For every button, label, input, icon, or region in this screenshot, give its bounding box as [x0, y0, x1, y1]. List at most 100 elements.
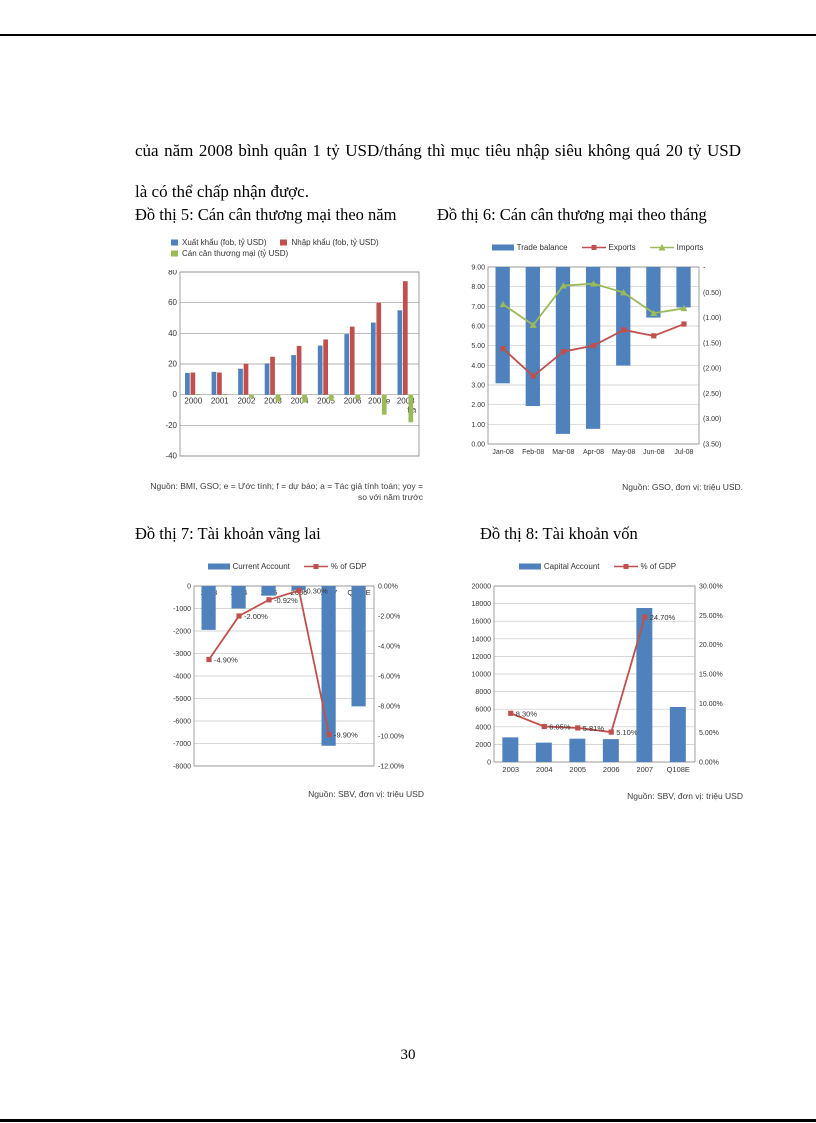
x-axis-label: Jun-08	[643, 449, 665, 456]
x-axis-label: 2004	[291, 397, 309, 406]
figure-title-6: Đồ thị 6: Cán cân thương mại theo tháng	[437, 205, 707, 224]
x-axis-label: 2001	[211, 397, 229, 406]
left-axis-tick-label: -7000	[173, 741, 191, 748]
bar-xu-t-kh-u-fob-t-usd-	[211, 371, 217, 395]
bar-c-n-c-n-th-ng-m-i-t-usd-	[196, 394, 201, 395]
bar-capital-account	[602, 739, 619, 762]
right-axis-tick-label: 30.00%	[699, 584, 723, 591]
legend-item-0: Xuất khẩu (fob, tỷ USD)	[171, 238, 266, 247]
x-axis-label: 2006	[603, 765, 620, 774]
bar-nh-p-kh-u-fob-t-usd-	[402, 281, 408, 395]
body-paragraph-line-2: là có thể chấp nhận được.	[135, 182, 309, 201]
point-label: -0.30%	[304, 587, 328, 596]
legend-label: Exports	[608, 243, 636, 252]
bar-capital-account	[669, 707, 686, 762]
legend-line-swatch-icon	[613, 564, 638, 569]
bar-current-account	[351, 586, 366, 707]
right-axis-tick-label: (2.50)	[703, 391, 721, 398]
x-axis-label: Jul-08	[674, 449, 693, 456]
line-marker	[266, 597, 272, 603]
source-note: Nguồn: SBV, đơn vị: triệu USD	[627, 791, 743, 801]
line-marker	[296, 587, 302, 594]
right-axis-tick-label: (3.50)	[703, 442, 721, 449]
left-axis-tick-label: -6000	[173, 719, 191, 726]
left-axis-tick-label: 6.00	[471, 324, 485, 331]
line-marker	[236, 613, 242, 619]
legend-label: Trade balance	[516, 243, 568, 252]
line-marker	[560, 348, 566, 355]
body-paragraph-line-1: của năm 2008 bình quân 1 tỷ USD/tháng th…	[135, 141, 741, 160]
right-axis-tick-label: -6.00%	[378, 674, 400, 681]
x-axis-label: May-08	[612, 449, 635, 456]
x-axis-label: 2002	[237, 397, 255, 406]
left-axis-tick-label: 6000	[475, 707, 491, 714]
x-axis-label: 2004	[536, 765, 553, 774]
legend-bar-swatch-icon	[171, 250, 178, 257]
bar-xu-t-kh-u-fob-t-usd-	[397, 310, 403, 395]
left-axis-tick-label: 60	[168, 298, 177, 307]
legend-label: Current Account	[232, 562, 290, 571]
point-label: 5.81%	[583, 724, 605, 733]
header-rule	[0, 34, 816, 36]
legend-swatch	[207, 563, 230, 570]
legend: Xuất khẩu (fob, tỷ USD) Nhập khẩu (fob, t…	[135, 238, 425, 258]
left-axis-tick-label: 0	[173, 390, 178, 399]
left-axis-tick-label: -20	[165, 421, 177, 430]
bar-current-account	[231, 586, 246, 609]
x-axis-label: 2008	[397, 397, 415, 406]
x-axis-label: 2007e	[368, 397, 391, 406]
plot-border	[179, 271, 420, 457]
figure-title-5: Đồ thị 5: Cán cân thương mại theo năm	[135, 205, 397, 224]
bar-current-account	[201, 586, 216, 630]
left-axis-tick-label: 0	[487, 760, 491, 767]
legend-label: Capital Account	[543, 562, 600, 571]
bar-c-n-c-n-th-ng-m-i-t-usd-	[249, 394, 254, 398]
bar-c-n-c-n-th-ng-m-i-t-usd-	[381, 394, 387, 415]
line-marker	[608, 729, 614, 735]
left-axis-tick-label: 9.00	[471, 265, 485, 272]
point-label: -9.90%	[334, 731, 358, 740]
left-axis-tick-label: 2.00	[471, 402, 485, 409]
right-axis-tick-label: 25.00%	[699, 613, 723, 620]
legend-label: Imports	[676, 243, 704, 252]
line-marker	[499, 300, 507, 308]
left-axis-tick-label: -1000	[173, 606, 191, 613]
left-axis-tick-label: 4000	[475, 724, 491, 731]
legend-item-1: Nhập khẩu (fob, tỷ USD)	[280, 238, 379, 247]
left-axis-tick-label: -3000	[173, 651, 191, 658]
legend-item-0: Trade balance	[491, 243, 568, 252]
bar-nh-p-kh-u-fob-t-usd-	[217, 372, 222, 395]
right-axis-tick-label: (3.00)	[703, 416, 721, 423]
plot-border	[493, 585, 696, 763]
x-axis-label: 2005	[569, 765, 586, 774]
left-axis-tick-label: -2000	[173, 629, 191, 636]
left-axis-tick-label: 8000	[475, 689, 491, 696]
left-axis-tick-label: 10000	[472, 672, 492, 679]
point-label: 6.05%	[549, 723, 571, 732]
legend-item-0: Capital Account	[518, 562, 600, 571]
bar-c-n-c-n-th-ng-m-i-t-usd-	[275, 394, 281, 402]
left-axis-tick-label: -8000	[173, 764, 191, 771]
line-marker	[541, 723, 547, 730]
line-marker	[620, 289, 628, 296]
legend-swatch-marker	[623, 564, 628, 569]
right-axis-tick-label: -4.00%	[378, 644, 400, 651]
legend-item-2: Cán cân thương mại (tỷ USD)	[171, 249, 288, 258]
bar-nh-p-kh-u-fob-t-usd-	[296, 345, 302, 395]
line-marker	[590, 343, 597, 349]
right-axis-tick-label: -8.00%	[378, 704, 400, 711]
right-axis-tick-label: 10.00%	[699, 701, 723, 708]
legend-swatch-marker	[591, 245, 597, 250]
left-axis-tick-label: 20	[168, 360, 177, 369]
line-marker	[681, 321, 687, 327]
legend-swatch	[171, 239, 178, 246]
point-label: 24.70%	[650, 613, 676, 622]
x-axis-label: Q108E	[667, 765, 690, 774]
x-axis-label: Mar-08	[552, 449, 574, 456]
left-axis-tick-label: 0	[187, 584, 191, 591]
left-axis-tick-label: 20000	[472, 584, 492, 591]
bar-capital-account	[636, 608, 653, 762]
bar-capital-account	[535, 742, 552, 762]
line-marker	[651, 333, 657, 339]
chart-trade-balance-by-month: Trade balance Exports Imports 9.00 8.00 7.00…	[450, 243, 745, 493]
